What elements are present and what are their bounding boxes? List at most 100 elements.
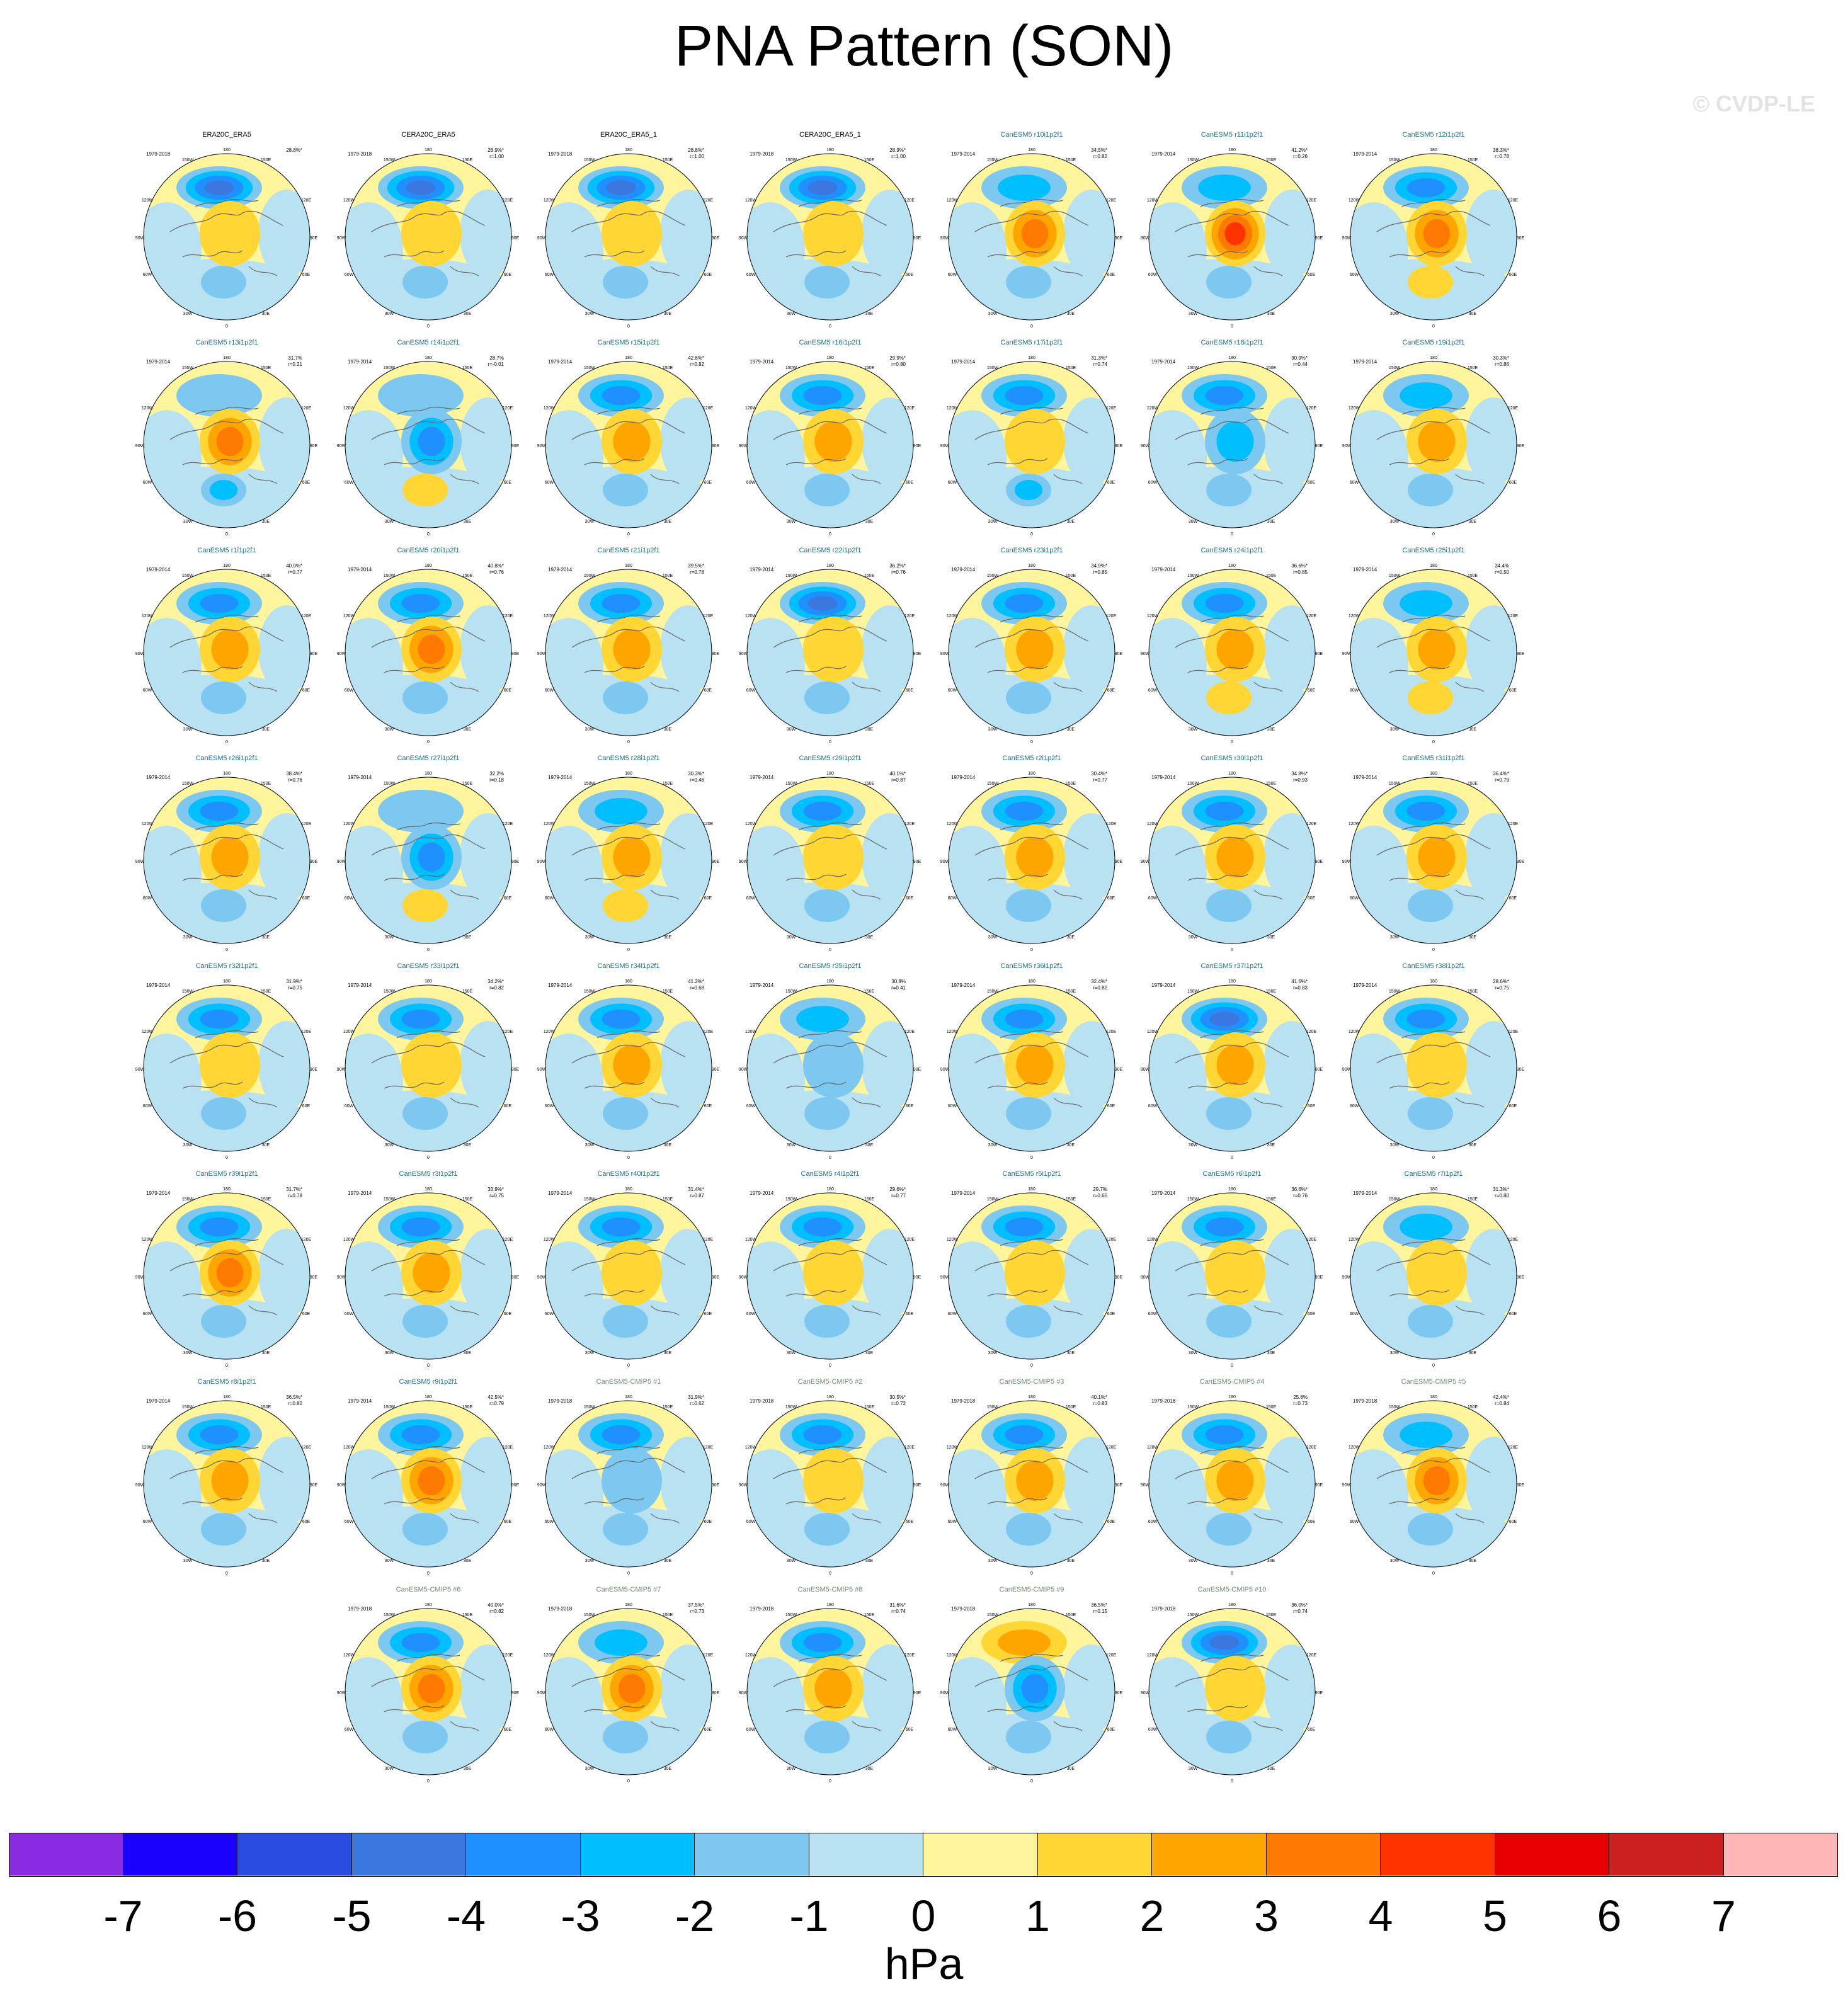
coastlines — [571, 198, 686, 276]
longitude-label: 120E — [1306, 1653, 1317, 1658]
panel-variance-pct: 40.0%* — [488, 1602, 504, 1608]
longitude-label: 60E — [1308, 481, 1316, 485]
coastlines — [773, 1238, 887, 1316]
panel-pattern-correlation: r=0.80 — [288, 1401, 302, 1406]
longitude-label: 90E — [1115, 1068, 1123, 1072]
longitude-label: 90W — [1141, 652, 1150, 656]
map-outline — [948, 777, 1115, 944]
longitude-label: 120E — [1106, 1238, 1117, 1242]
eastern-negative-band — [258, 190, 310, 278]
longitude-label: 120E — [301, 1238, 312, 1242]
longitude-label: 90E — [1115, 1483, 1123, 1488]
coastlines — [1376, 614, 1491, 692]
longitude-label: 0 — [427, 948, 430, 952]
eastern-negative-band — [460, 190, 511, 278]
western-negative-band — [144, 410, 202, 504]
eastern-negative-band — [862, 813, 913, 901]
longitude-label: 180 — [1028, 356, 1035, 360]
panel-period: 1979-2018 — [951, 1398, 976, 1404]
longitude-label: 120E — [1306, 406, 1317, 411]
atlantic-center — [603, 474, 648, 506]
arctic-center — [1418, 837, 1456, 877]
longitude-label: 150E — [864, 574, 875, 578]
atlantic-center — [804, 889, 850, 922]
map-panel: CanESM5 r23i1p2f1 1979-2014 34.9%* r=0.85 18… — [937, 547, 1126, 748]
longitude-label: 60W — [545, 1728, 554, 1732]
longitude-label: 120E — [503, 1238, 513, 1242]
panel-pattern-correlation: r=0.77 — [1093, 777, 1107, 783]
coastlines — [571, 614, 686, 692]
panel-variance-pct: 36.5%* — [286, 1394, 302, 1400]
longitude-label: 180 — [1228, 1395, 1236, 1399]
polar-map: 180 150W 150E 120W 120E 90W 90E 60W 60E 30W 30E 0 — [940, 148, 1123, 329]
eastern-negative-band — [1263, 397, 1315, 486]
polar-map: 180 150W 150E 120W 120E 90W 90E 60W 60E 30W 30E 0 — [739, 1603, 921, 1784]
panel-variance-pct: 32.2% — [489, 771, 504, 777]
map-panel: CanESM5-CMIP5 #4 1979-2018 25.8% r=0.73 180 1… — [1138, 1378, 1326, 1580]
eastern-negative-band — [1063, 1229, 1115, 1317]
longitude-label: 30W — [585, 1559, 595, 1563]
longitude-label: 120W — [544, 1030, 556, 1034]
longitude-label: 180 — [826, 356, 834, 360]
coastlines — [1376, 198, 1491, 276]
polar-map: 180 150W 150E 120W 120E 90W 90E 60W 60E 30W 30E 0 — [337, 979, 520, 1160]
longitude-label: 90W — [940, 1691, 950, 1695]
longitude-label: 0 — [427, 740, 430, 744]
panel-pattern-correlation: r=0.82 — [489, 985, 504, 991]
longitude-label: 60W — [948, 1728, 957, 1732]
eastern-negative-band — [1263, 813, 1315, 901]
longitude-label: 180 — [425, 1395, 432, 1399]
map-panel: CanESM5 r26i1p2f1 1979-2014 38.4%* r=0.76 18… — [132, 755, 321, 956]
colorbar-units-label: hPa — [884, 1939, 964, 1988]
map-outline — [1148, 569, 1316, 736]
panel-variance-pct: 34.9%* — [1091, 563, 1107, 569]
polar-map: 180 150W 150E 120W 120E 90W 90E 60W 60E 30W 30E 0 — [1342, 772, 1525, 952]
panel-pattern-correlation: r=0.85 — [1093, 569, 1107, 575]
longitude-label: 60W — [1350, 273, 1359, 277]
longitude-label: 150E — [1066, 989, 1076, 994]
panel-pattern-correlation: r=0.41 — [891, 985, 906, 991]
longitude-label: 120W — [745, 1445, 757, 1450]
polar-map: 180 150W 150E 120W 120E 90W 90E 60W 60E 30W 30E 0 — [739, 356, 921, 537]
map-panel: CanESM5 r32i1p2f1 1979-2014 31.9%* r=0.75 18… — [132, 962, 321, 1164]
eastern-negative-band — [1263, 605, 1315, 693]
panel-period: 1979-2018 — [951, 1606, 976, 1612]
eastern-negative-band — [660, 1021, 712, 1109]
eastern-negative-band — [1465, 397, 1517, 486]
colorbar-swatch — [237, 1833, 352, 1876]
longitude-label: 60E — [704, 1104, 712, 1108]
map-panel: CanESM5 r38i1p2f1 1979-2014 28.6%* r=0.75 18… — [1339, 962, 1528, 1164]
page-title: PNA Pattern (SON) — [674, 14, 1174, 78]
longitude-label: 150W — [785, 782, 797, 786]
colorbar-tick-label: 6 — [1597, 1891, 1622, 1940]
longitude-label: 120W — [947, 1445, 959, 1450]
eastern-negative-band — [460, 1021, 511, 1109]
longitude-label: 30E — [1267, 1143, 1275, 1148]
panel-pattern-correlation: r=0.78 — [690, 569, 704, 575]
longitude-label: 30W — [787, 1351, 796, 1355]
longitude-label: 90W — [739, 236, 748, 241]
panel-period: 1979-2014 — [1353, 359, 1377, 365]
arctic-center — [1016, 629, 1054, 669]
longitude-label: 150E — [1468, 989, 1478, 994]
colorbar-tick-label: 7 — [1711, 1891, 1736, 1940]
map-panels-grid: ERA20C_ERA5 1979-2018 28.8%* 180 150W 150E 120… — [132, 131, 1528, 1784]
polar-map: 180 150W 150E 120W 120E 90W 90E 60W 60E 30W 30E 0 — [135, 772, 318, 952]
longitude-label: 90W — [1342, 1068, 1352, 1072]
longitude-label: 60W — [1148, 896, 1158, 901]
coastlines — [571, 822, 686, 900]
panel-variance-pct: 34.2%* — [488, 979, 504, 984]
longitude-label: 90W — [135, 652, 145, 656]
longitude-label: 90E — [1115, 652, 1123, 656]
longitude-label: 0 — [1030, 1156, 1033, 1160]
polar-map: 180 150W 150E 120W 120E 90W 90E 60W 60E 30W 30E 0 — [1141, 979, 1323, 1160]
panel-pattern-correlation: r=0.74 — [1293, 1609, 1308, 1614]
atlantic-center — [603, 681, 648, 714]
arctic-center — [418, 1466, 445, 1496]
longitude-label: 180 — [625, 356, 632, 360]
panel-period: 1979-2014 — [1151, 775, 1176, 780]
longitude-label: 120W — [343, 1653, 355, 1658]
map-outline — [746, 1192, 914, 1360]
colorbar-tick-label: -1 — [789, 1891, 829, 1940]
longitude-label: 60W — [143, 896, 152, 901]
